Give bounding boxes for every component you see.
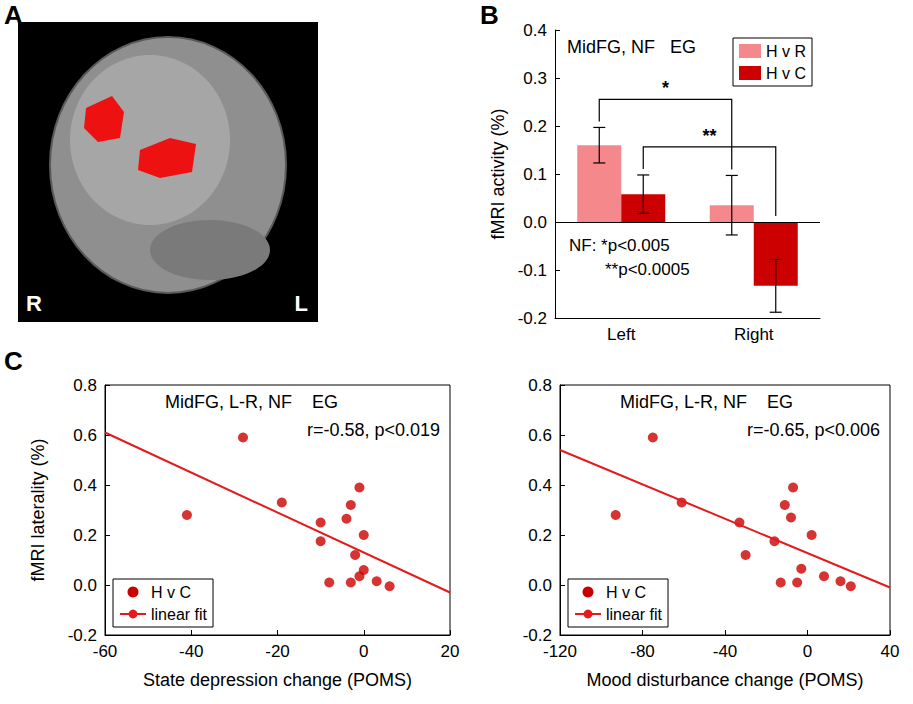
svg-text:-60: -60: [93, 642, 118, 661]
svg-text:0.8: 0.8: [73, 376, 97, 395]
svg-text:R: R: [26, 291, 42, 316]
svg-text:fMRI activity (%): fMRI activity (%): [488, 108, 508, 239]
svg-text:0.3: 0.3: [523, 69, 547, 88]
svg-text:0.0: 0.0: [528, 576, 552, 595]
svg-text:0: 0: [359, 642, 368, 661]
svg-text:0.2: 0.2: [523, 117, 547, 136]
svg-text:Right: Right: [734, 325, 774, 344]
svg-text:0.6: 0.6: [528, 426, 552, 445]
svg-text:0.0: 0.0: [73, 576, 97, 595]
svg-text:H v R: H v R: [766, 43, 806, 60]
svg-text:-120: -120: [543, 642, 577, 661]
svg-text:0.8: 0.8: [528, 376, 552, 395]
svg-text:0.2: 0.2: [73, 526, 97, 545]
svg-text:-40: -40: [713, 642, 738, 661]
svg-text:C: C: [4, 346, 23, 376]
svg-text:**: **: [702, 126, 716, 146]
svg-text:0.2: 0.2: [528, 526, 552, 545]
svg-text:H v C: H v C: [606, 584, 646, 601]
svg-text:0.4: 0.4: [73, 476, 97, 495]
svg-text:-20: -20: [265, 642, 290, 661]
svg-text:-40: -40: [179, 642, 204, 661]
svg-text:L: L: [295, 291, 308, 316]
svg-text:r=-0.58, p<0.019: r=-0.58, p<0.019: [307, 420, 440, 440]
svg-text:-80: -80: [630, 642, 655, 661]
svg-text:r=-0.65, p<0.006: r=-0.65, p<0.006: [747, 420, 880, 440]
svg-text:Mood disturbance change (POMS): Mood disturbance change (POMS): [586, 670, 863, 690]
svg-text:linear fit: linear fit: [151, 606, 208, 623]
svg-text:-0.2: -0.2: [522, 625, 552, 645]
svg-text:0: 0: [803, 642, 812, 661]
svg-text:40: 40: [881, 642, 900, 661]
svg-text:*: *: [662, 78, 669, 98]
svg-text:linear fit: linear fit: [606, 606, 663, 623]
svg-text:B: B: [480, 0, 499, 30]
svg-text:-0.2: -0.2: [518, 309, 547, 328]
svg-text:Left: Left: [607, 325, 636, 344]
svg-text:fMRI laterality (%): fMRI laterality (%): [28, 438, 48, 581]
svg-text:-0.2: -0.2: [67, 625, 97, 645]
svg-text:MidFG, NF EG: MidFG, NF EG: [567, 37, 696, 57]
svg-text:0.4: 0.4: [528, 476, 552, 495]
svg-text:**p<0.0005: **p<0.0005: [605, 260, 690, 279]
svg-text:0.0: 0.0: [523, 213, 547, 232]
svg-text:0.1: 0.1: [523, 165, 547, 184]
svg-text:NF: *p<0.005: NF: *p<0.005: [569, 236, 670, 255]
svg-text:MidFG, L-R, NF EG: MidFG, L-R, NF EG: [620, 392, 793, 412]
svg-text:0.6: 0.6: [73, 426, 97, 445]
svg-text:H v C: H v C: [151, 584, 191, 601]
svg-text:MidFG, L-R, NF EG: MidFG, L-R, NF EG: [165, 392, 338, 412]
svg-text:A: A: [4, 0, 23, 30]
svg-text:-0.1: -0.1: [518, 261, 547, 280]
svg-text:20: 20: [441, 642, 460, 661]
svg-text:H v C: H v C: [766, 65, 806, 82]
svg-text:0.4: 0.4: [523, 21, 547, 40]
svg-text:State depression change (POMS): State depression change (POMS): [143, 670, 412, 690]
